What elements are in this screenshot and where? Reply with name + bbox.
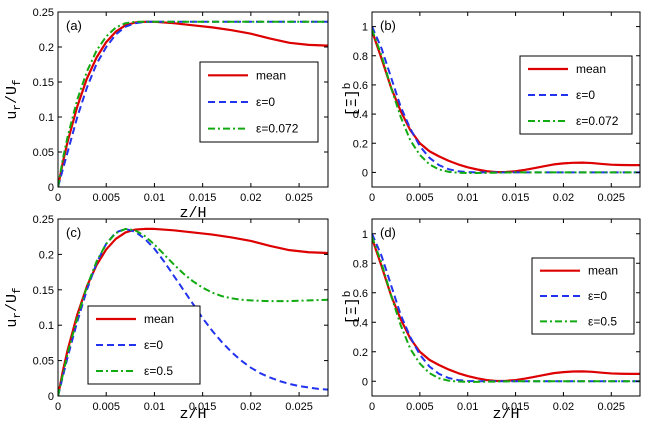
legend: mean ε=0 ε=0.072 bbox=[519, 55, 633, 135]
legend-label: ε=0.072 bbox=[256, 122, 299, 136]
x-tick-label: 0 bbox=[369, 192, 375, 204]
x-tick-label: 0.005 bbox=[92, 192, 120, 204]
y-tick-label: 1 bbox=[362, 229, 368, 241]
y-tick-label: 0.8 bbox=[353, 258, 368, 270]
panel-d: 0 0.005 0.01 0.015 0.02 0.025 0 0.2 0.4 0.6 0.8 1 (d… bbox=[342, 218, 641, 423]
legend-label: ε=0 bbox=[588, 289, 607, 303]
x-tick-label: 0.02 bbox=[553, 401, 574, 413]
series-lines bbox=[58, 20, 328, 187]
x-tick-label: 0.005 bbox=[406, 192, 434, 204]
y-tick-label: 0.05 bbox=[33, 356, 54, 368]
legend-label: ε=0 bbox=[144, 338, 163, 352]
y-tick-label: 0.15 bbox=[33, 285, 54, 297]
x-tick-label: 0.02 bbox=[240, 401, 261, 413]
series-line bbox=[372, 233, 640, 383]
y-tick-label: 0.8 bbox=[353, 51, 368, 63]
series-line bbox=[58, 20, 328, 187]
x-axis-label: z/H bbox=[179, 406, 206, 423]
x-tick-label: 0.015 bbox=[189, 192, 217, 204]
y-axis-label: ur/Uf bbox=[4, 79, 24, 119]
x-tick-label: 0.005 bbox=[406, 401, 434, 413]
series-line bbox=[58, 227, 328, 396]
y-axis-label: ur/Uf bbox=[4, 287, 24, 327]
y-tick-label: 0.6 bbox=[353, 288, 368, 300]
series-line bbox=[372, 29, 640, 174]
x-tick-label: 0.02 bbox=[240, 192, 261, 204]
y-tick-label: 0 bbox=[48, 391, 54, 403]
y-tick-label: 0.1 bbox=[39, 320, 54, 332]
x-tick-label: 0.01 bbox=[457, 401, 478, 413]
x-tick-label: 0.005 bbox=[92, 401, 120, 413]
series-line bbox=[58, 227, 328, 396]
legend-label: mean bbox=[588, 264, 618, 278]
legend-box bbox=[531, 257, 635, 335]
x-tick-label: 0.015 bbox=[502, 401, 530, 413]
x-axis-label: z/H bbox=[179, 205, 206, 222]
panel-a: 0 0.005 0.01 0.015 0.02 0.025 0 0.05 0.1 0.15 0.2 0… bbox=[4, 7, 329, 222]
x-tick-label: 0.02 bbox=[553, 192, 574, 204]
y-tick-label: 0.2 bbox=[353, 138, 368, 150]
x-tick-label: 0.025 bbox=[598, 192, 626, 204]
x-tick-label: 0 bbox=[55, 192, 61, 204]
y-tick-label: 0.15 bbox=[33, 77, 54, 89]
panel-label: (b) bbox=[380, 18, 396, 33]
series-line bbox=[372, 236, 640, 383]
panel-label: (c) bbox=[66, 225, 81, 240]
legend-label: mean bbox=[144, 312, 174, 326]
x-tick-label: 0 bbox=[55, 401, 61, 413]
panel-c: 0 0.005 0.01 0.015 0.02 0.025 0 0.05 0.1 0.15 0.2 0… bbox=[4, 214, 329, 423]
y-tick-label: 0.05 bbox=[33, 147, 54, 159]
y-tick-label: 0.25 bbox=[33, 214, 54, 226]
x-tick-label: 0.01 bbox=[457, 192, 478, 204]
y-tick-label: 1 bbox=[362, 22, 368, 34]
legend-label: ε=0.5 bbox=[588, 314, 617, 328]
y-axis-label: [Ξ]b bbox=[342, 291, 361, 325]
y-tick-label: 0.4 bbox=[353, 317, 368, 329]
legend: mean ε=0 ε=0.5 bbox=[531, 257, 635, 335]
legend: mean ε=0 ε=0.072 bbox=[199, 61, 319, 143]
legend: mean ε=0 ε=0.5 bbox=[87, 305, 201, 385]
series-lines bbox=[58, 227, 328, 396]
series-lines bbox=[372, 26, 640, 174]
legend-label: ε=0 bbox=[576, 88, 595, 102]
plot-frame bbox=[57, 11, 329, 188]
y-tick-label: 0.25 bbox=[33, 7, 54, 19]
y-tick-label: 0.2 bbox=[39, 249, 54, 261]
x-axis-label: z/H bbox=[492, 406, 519, 423]
legend-label: ε=0.5 bbox=[144, 364, 173, 378]
y-tick-label: 0 bbox=[48, 182, 54, 194]
x-tick-label: 0 bbox=[369, 401, 375, 413]
panel-b: 0 0.005 0.01 0.015 0.02 0.025 0 0.2 0.4 0.6 0.8 1 (b… bbox=[342, 11, 641, 204]
x-tick-label: 0.025 bbox=[598, 401, 626, 413]
y-tick-label: 0.1 bbox=[39, 112, 54, 124]
series-line bbox=[58, 20, 328, 187]
y-tick-label: 0 bbox=[362, 376, 368, 388]
y-tick-label: 0.2 bbox=[39, 42, 54, 54]
y-tick-label: 0 bbox=[362, 167, 368, 179]
x-tick-label: 0.01 bbox=[144, 401, 165, 413]
y-tick-label: 0.4 bbox=[353, 109, 368, 121]
y-axis-label: [Ξ]b bbox=[342, 83, 361, 117]
y-tick-label: 0.6 bbox=[353, 80, 368, 92]
legend-label: ε=0 bbox=[256, 95, 275, 109]
x-tick-label: 0.025 bbox=[285, 192, 313, 204]
x-tick-label: 0.025 bbox=[285, 401, 313, 413]
legend-label: mean bbox=[256, 68, 286, 82]
plot-frame bbox=[57, 218, 329, 397]
x-tick-label: 0.015 bbox=[502, 192, 530, 204]
y-tick-label: 0.2 bbox=[353, 347, 368, 359]
series-lines bbox=[372, 233, 640, 383]
panel-label: (a) bbox=[66, 18, 82, 33]
x-tick-label: 0.01 bbox=[144, 192, 165, 204]
x-tick-label: 0.015 bbox=[189, 401, 217, 413]
series-line bbox=[58, 20, 328, 187]
plot-frame bbox=[371, 11, 641, 188]
panel-label: (d) bbox=[380, 225, 396, 240]
plot-frame bbox=[371, 218, 641, 397]
legend-label: ε=0.072 bbox=[576, 114, 619, 128]
legend-label: mean bbox=[576, 62, 606, 76]
